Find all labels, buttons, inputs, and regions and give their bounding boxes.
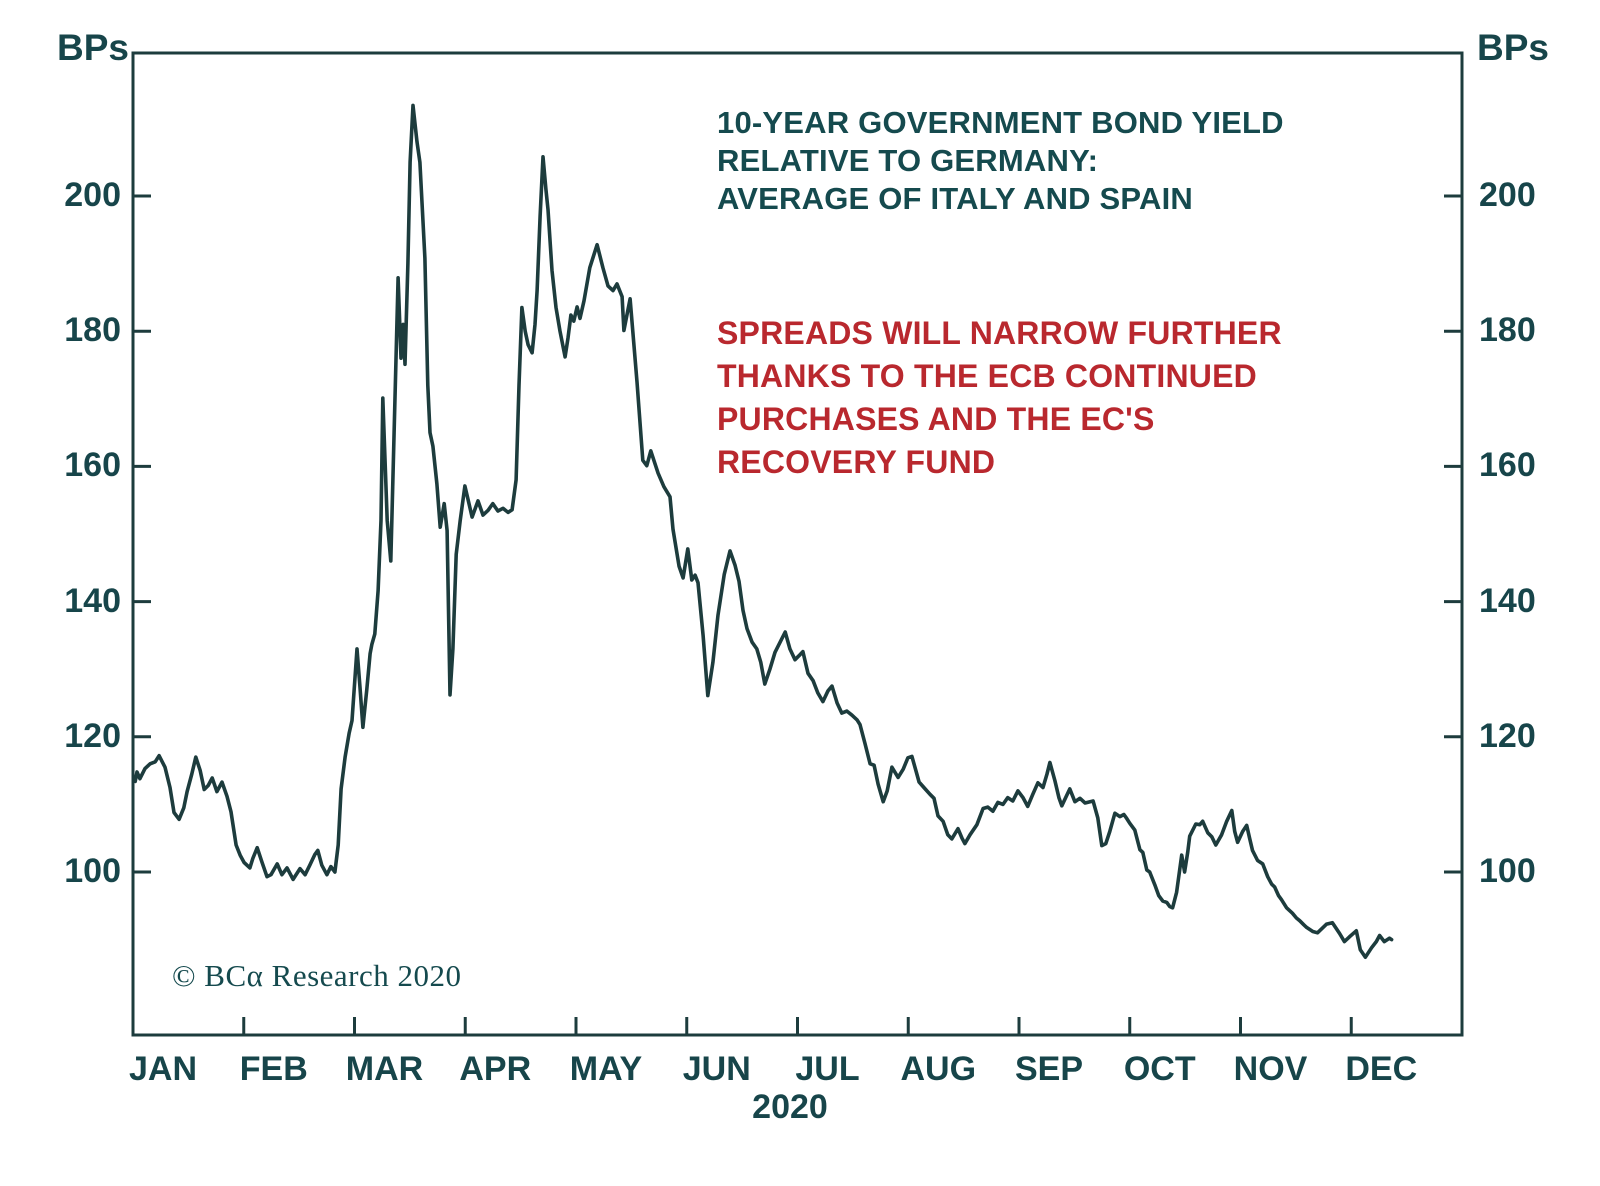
y-axis-unit-left: BPs	[57, 27, 129, 68]
y-tick-label-right-120: 120	[1479, 716, 1536, 755]
chart-title: 10-YEAR GOVERNMENT BOND YIELD RELATIVE T…	[717, 105, 1284, 216]
y-tick-label-left-100: 100	[64, 852, 121, 890]
x-tick-label-apr: APR	[459, 1050, 532, 1088]
x-tick-label-sep: SEP	[1014, 1050, 1084, 1088]
y-tick-label-right-200: 200	[1479, 176, 1536, 214]
x-tick-label-may: MAY	[569, 1050, 643, 1088]
y-tick-label-right-160: 160	[1479, 446, 1536, 485]
x-tick-label-nov: NOV	[1233, 1050, 1308, 1088]
x-axis-year-label: 2020	[752, 1088, 828, 1126]
x-tick-label-dec: DEC	[1345, 1050, 1418, 1088]
x-tick-label-jul: JUL	[795, 1050, 860, 1088]
x-tick-label-feb: FEB	[239, 1050, 308, 1088]
y-tick-label-left-200: 200	[64, 176, 121, 214]
y-axis-unit-right: BPs	[1477, 27, 1549, 68]
y-tick-label-left-180: 180	[64, 311, 121, 350]
y-tick-label-left-120: 120	[64, 716, 121, 755]
x-tick-label-jun: JUN	[682, 1050, 751, 1088]
x-tick-label-aug: AUG	[900, 1050, 977, 1088]
x-tick-label-oct: OCT	[1123, 1050, 1196, 1088]
x-tick-label-jan: JAN	[128, 1050, 198, 1088]
copyright-note: © BCα Research 2020	[172, 958, 462, 993]
spread-line	[133, 103, 1394, 960]
y-tick-label-right-140: 140	[1479, 581, 1536, 620]
y-tick-label-left-160: 160	[64, 446, 121, 485]
x-tick-label-mar: MAR	[345, 1050, 424, 1088]
y-tick-label-left-140: 140	[64, 581, 121, 620]
y-tick-label-right-100: 100	[1479, 852, 1536, 890]
chart-annotation: SPREADS WILL NARROW FURTHER THANKS TO TH…	[717, 315, 1282, 480]
y-tick-label-right-180: 180	[1479, 311, 1536, 350]
